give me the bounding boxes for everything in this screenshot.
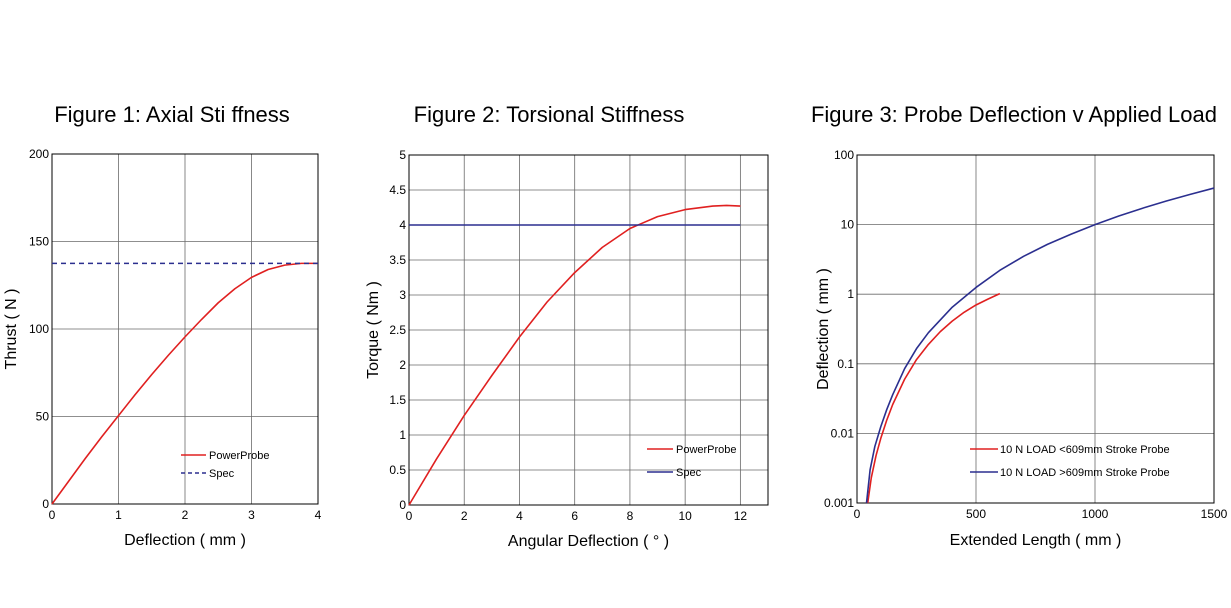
y-tick-label: 10: [841, 218, 855, 232]
y-tick-label: 0: [399, 498, 406, 512]
legend-label: Spec: [676, 467, 702, 479]
x-tick-label: 0: [854, 507, 861, 521]
y-tick-label: 2.5: [389, 323, 406, 337]
y-tick-label: 1: [399, 428, 406, 442]
y-tick-label: 5: [399, 148, 406, 162]
y-axis-label: Torque ( Nm ): [365, 281, 382, 379]
y-tick-label: 2: [399, 358, 406, 372]
legend-label: PowerProbe: [676, 444, 737, 456]
y-tick-label: 0.5: [389, 463, 406, 477]
x-axis-label: Deflection ( mm ): [124, 532, 246, 549]
y-tick-label: 3.5: [389, 253, 406, 267]
series-line-2: [865, 187, 1215, 504]
x-tick-label: 10: [678, 509, 692, 523]
y-axis-label: Thrust ( N ): [3, 289, 20, 370]
y-tick-label: 0.01: [831, 426, 855, 440]
legend-label: PowerProbe: [209, 450, 270, 462]
chart-title: Figure 2: Torsional Stiffness: [414, 102, 685, 127]
series-line-1: [866, 292, 1001, 504]
x-tick-label: 2: [182, 508, 189, 522]
x-tick-label: 0: [406, 509, 413, 523]
plot-frame: [408, 154, 769, 506]
series-line-1: [51, 262, 318, 505]
chart-title: Figure 3: Probe Deflection v Applied Loa…: [811, 102, 1217, 127]
y-tick-label: 0.1: [837, 357, 854, 371]
series-line-1: [408, 204, 741, 506]
legend: 10 N LOAD <609mm Stroke Probe 10 N LOAD >…: [970, 444, 1170, 479]
x-tick-label: 2: [461, 509, 468, 523]
legend-label: 10 N LOAD >609mm Stroke Probe: [1000, 467, 1170, 479]
y-tick-label: 150: [29, 235, 49, 249]
x-tick-label: 1000: [1082, 507, 1109, 521]
legend-label: Spec: [209, 468, 235, 480]
y-tick-label: 0.001: [824, 496, 854, 510]
y-tick-label: 4: [399, 218, 406, 232]
x-tick-label: 0: [49, 508, 56, 522]
x-tick-label: 1: [115, 508, 122, 522]
legend: PowerProbe Spec: [181, 450, 270, 480]
chart-title: Figure 1: Axial Sti ffness: [54, 102, 290, 127]
plot-frame: [51, 153, 319, 505]
y-axis-label: Deflection ( mm ): [815, 268, 832, 390]
y-tick-label: 200: [29, 147, 49, 161]
y-tick-label: 1: [847, 287, 854, 301]
chart-1: Figure 1: Axial Sti ffness 0 1 2 3 4 0 50 100 150…: [3, 102, 322, 549]
plot-frame: [856, 154, 1215, 504]
x-axis-label: Angular Deflection ( ° ): [508, 533, 669, 550]
y-tick-label: 100: [834, 148, 854, 162]
y-tick-label: 100: [29, 322, 49, 336]
x-tick-label: 4: [516, 509, 523, 523]
x-tick-label: 12: [734, 509, 748, 523]
x-tick-label: 500: [966, 507, 986, 521]
x-tick-label: 6: [571, 509, 578, 523]
y-tick-label: 4.5: [389, 183, 406, 197]
y-tick-label: 1.5: [389, 393, 406, 407]
chart-3: Figure 3: Probe Deflection v Applied Loa…: [811, 102, 1228, 549]
x-tick-label: 8: [627, 509, 634, 523]
legend-label: 10 N LOAD <609mm Stroke Probe: [1000, 444, 1170, 456]
x-tick-label: 4: [315, 508, 322, 522]
x-tick-label: 1500: [1201, 507, 1228, 521]
x-axis-label: Extended Length ( mm ): [950, 532, 1122, 549]
y-tick-label: 50: [36, 410, 50, 424]
y-tick-label: 0: [42, 497, 49, 511]
legend: PowerProbe Spec: [647, 444, 737, 479]
x-tick-label: 3: [248, 508, 255, 522]
y-tick-label: 3: [399, 288, 406, 302]
